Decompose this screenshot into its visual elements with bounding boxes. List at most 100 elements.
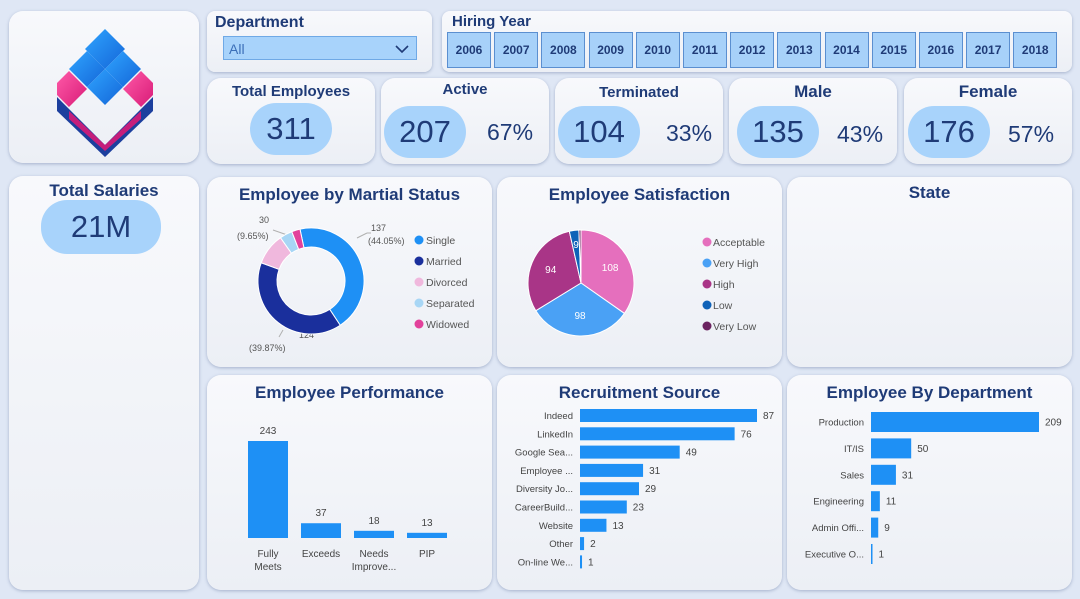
kpi-total-employees: Total Employees 311 [207,78,375,164]
x-tick-label: Fully [257,549,278,560]
y-tick-label: Employee ... [520,466,573,477]
bar-google-sea-[interactable] [580,445,680,459]
bar-value-label: 1 [879,550,885,561]
bar-value-label: 37 [315,508,327,519]
y-tick-label: On-line We... [518,557,573,568]
bar-website[interactable] [580,518,607,532]
legend-label-very-high: Very High [713,258,759,270]
year-button-2017[interactable]: 2017 [966,32,1011,68]
recruitment-chart: Indeed 87 LinkedIn 76 Google Sea... 49 Employe… [515,409,775,569]
kpi-active: Active 207 67% [381,78,549,164]
year-buttons: 2006 2007 2008 2009 2010 2011 2012 2013 2014 2015… [447,32,1058,68]
legend-marker-high [702,279,712,289]
bar-engineering[interactable] [871,491,880,512]
y-tick-label: LinkedIn [537,429,573,440]
bar-value-label: 1 [588,557,594,568]
x-tick-label: Needs [360,549,389,560]
kpi-terminated: Terminated 104 33% [555,78,723,164]
year-button-2012[interactable]: 2012 [730,32,775,68]
bar-admin-offi-[interactable] [871,517,879,538]
bar-value-label: 31 [649,466,661,477]
state-title: State [908,183,951,202]
bar-other[interactable] [580,537,585,551]
bar-value-label: 13 [612,521,624,532]
recruitment-title: Recruitment Source [558,383,721,402]
bar-exceeds[interactable] [301,523,341,538]
kpi-male-pct: 43% [837,121,884,147]
bar-value-label: 243 [260,426,277,437]
pie-slice-very-high[interactable] [535,282,626,337]
year-button-2018[interactable]: 2018 [1013,32,1058,68]
year-button-2016[interactable]: 2016 [918,32,963,68]
year-button-2013[interactable]: 2013 [777,32,822,68]
married-value-label: 124 [299,330,314,340]
legend-label-acceptable: Acceptable [713,237,765,249]
divorced-pct-label: (9.65%) [237,231,269,241]
legend-label-widowed: Widowed [426,319,469,331]
donut-slice-single[interactable] [299,227,365,326]
kpi-female: Female 176 57% [904,78,1072,164]
year-button-2014[interactable]: 2014 [824,32,869,68]
marital-status-chart: 137 (44.05%) 30 (9.65%) 124 (39.87%) Sin… [237,215,475,353]
pie-slice-very-low[interactable] [578,229,582,284]
donut-slice-married[interactable] [257,262,341,335]
y-tick-label: Executive O... [805,550,864,561]
year-button-2007[interactable]: 2007 [494,32,539,68]
kpi-male: Male 135 43% [729,78,897,164]
x-tick-label: Improve... [352,562,396,573]
bar-executive-o-[interactable] [871,544,873,564]
y-tick-label: IT/IS [844,444,864,455]
bar-on-line-we-[interactable] [580,555,583,569]
department-dropdown[interactable]: All [223,36,417,60]
logo-card [9,11,199,163]
pie-slice-acceptable[interactable] [580,229,635,315]
year-button-2011[interactable]: 2011 [682,32,727,68]
marital-status-card: Employee by Martial Status 137 (44.05%) … [207,177,492,367]
bar-sales[interactable] [871,464,896,485]
department-label: Department [215,14,304,31]
marital-status-title: Employee by Martial Status [238,185,461,204]
total-salaries-label: Total Salaries [49,181,159,200]
bar-value-label: 11 [886,497,897,508]
donut-slice-widowed[interactable] [291,228,305,250]
company-logo [57,29,153,157]
legend-label-high: High [713,279,735,291]
bar-indeed[interactable] [580,409,757,422]
year-button-2009[interactable]: 2009 [588,32,633,68]
legend-marker-low [702,300,712,310]
kpi-terminated-pct: 33% [666,120,713,146]
legend-marker-single [414,235,424,245]
kpi-female-label: Female [958,82,1018,101]
year-button-2015[interactable]: 2015 [871,32,916,68]
bar-fully-meets[interactable] [248,441,288,538]
state-card: State [787,177,1072,367]
bar-diversity-jo-[interactable] [580,482,639,496]
performance-card: Employee Performance 243 Fully Meets 37 Exce… [207,375,492,590]
legend-marker-very-low [702,321,712,331]
bar-pip[interactable] [407,532,447,538]
bar-value-label: 13 [421,518,433,529]
bar-employee-[interactable] [580,463,644,477]
kpi-male-value: 135 [737,106,819,158]
bar-needs-improvement[interactable] [354,530,394,538]
recruitment-card: Recruitment Source Indeed 87 LinkedIn 76 Goo… [497,375,782,590]
kpi-active-value: 207 [384,106,466,158]
bar-it-is[interactable] [871,438,912,459]
pie-value-label: 9 [573,240,579,251]
legend-marker-widowed [414,319,424,329]
year-button-2010[interactable]: 2010 [635,32,680,68]
department-chart-title: Employee By Department [826,383,1033,402]
y-tick-label: Admin Offi... [812,523,864,534]
year-button-2008[interactable]: 2008 [541,32,586,68]
bar-linkedin[interactable] [580,427,735,441]
bar-careerbuild-[interactable] [580,500,627,514]
pie-slice-high[interactable] [527,230,582,312]
bar-value-label: 87 [763,411,775,422]
legend-marker-acceptable [702,237,712,247]
year-button-2006[interactable]: 2006 [447,32,491,68]
y-tick-label: Website [539,521,573,532]
legend-label-low: Low [713,300,733,312]
hiring-year-slicer: Hiring Year 2006 2007 2008 2009 2010 2011 2012… [442,11,1072,72]
bar-production[interactable] [871,412,1039,432]
department-selected: All [229,41,245,57]
